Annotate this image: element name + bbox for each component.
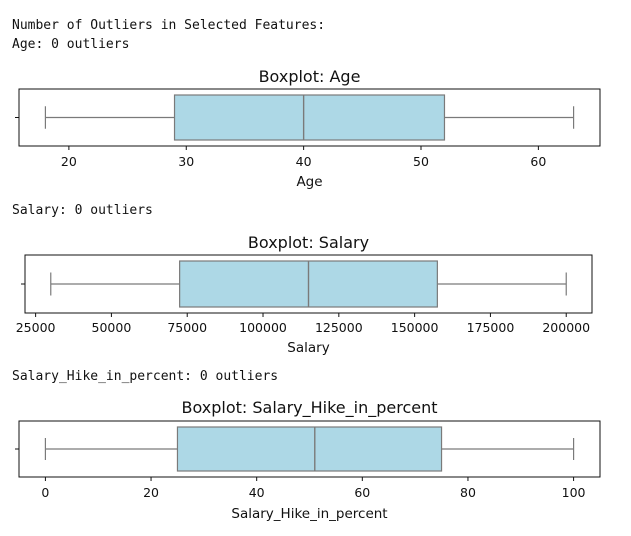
salary-x-tick-label: 125000 (315, 320, 363, 335)
hike-x-tick-label: 60 (354, 485, 370, 500)
hike-x-tick-label: 20 (143, 485, 159, 500)
age-x-axis-label: Age (296, 174, 322, 190)
age-outlier-count: Age: 0 outliers (12, 37, 130, 52)
age-x-tick-label: 40 (296, 154, 312, 169)
hike-outlier-count: Salary_Hike_in_percent: 0 outliers (12, 369, 279, 384)
hike-x-tick-label: 100 (562, 485, 586, 500)
salary-x-tick-label: 75000 (167, 320, 207, 335)
age-x-tick-label: 50 (413, 154, 429, 169)
age-x-tick-label: 30 (178, 154, 194, 169)
salary-x-tick-label: 150000 (391, 320, 439, 335)
salary-outlier-count: Salary: 0 outliers (12, 203, 153, 218)
salary-x-tick-label: 50000 (92, 320, 132, 335)
salary-x-axis-label: Salary (287, 340, 329, 356)
age-chart-title: Boxplot: Age (259, 67, 361, 86)
salary-chart-title: Boxplot: Salary (248, 233, 369, 252)
hike-x-tick-label: 80 (460, 485, 476, 500)
age-iqr-box (173, 94, 446, 141)
hike-x-tick-label: 0 (41, 485, 49, 500)
age-x-tick-label: 60 (530, 154, 546, 169)
hike-chart-title: Boxplot: Salary_Hike_in_percent (181, 398, 437, 418)
salary-x-tick-label: 200000 (542, 320, 590, 335)
salary-x-tick-label: 100000 (239, 320, 287, 335)
hike-x-axis-label: Salary_Hike_in_percent (231, 506, 387, 522)
salary-x-tick-label: 25000 (16, 320, 56, 335)
salary-x-tick-label: 175000 (467, 320, 515, 335)
output-heading: Number of Outliers in Selected Features: (12, 18, 326, 33)
age-x-tick-label: 20 (61, 154, 77, 169)
hike-x-tick-label: 40 (249, 485, 265, 500)
hike-iqr-box (176, 426, 443, 472)
